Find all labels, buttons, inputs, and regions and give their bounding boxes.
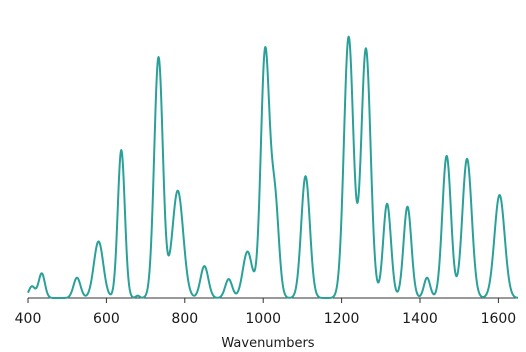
x-tick-label: 1000 bbox=[245, 311, 281, 327]
x-tick-label: 600 bbox=[93, 311, 120, 327]
x-axis-label: Wavenumbers bbox=[221, 336, 314, 351]
x-tick-label: 800 bbox=[171, 311, 198, 327]
x-tick-label: 1600 bbox=[481, 311, 517, 327]
series-line bbox=[27, 35, 519, 299]
x-tick-label: 1200 bbox=[324, 311, 360, 327]
x-tick-label: 1400 bbox=[402, 311, 438, 327]
x-tick-label: 400 bbox=[15, 311, 42, 327]
x-axis-ticks: 400 600 800 1000 1200 1400 1600 bbox=[15, 298, 517, 327]
